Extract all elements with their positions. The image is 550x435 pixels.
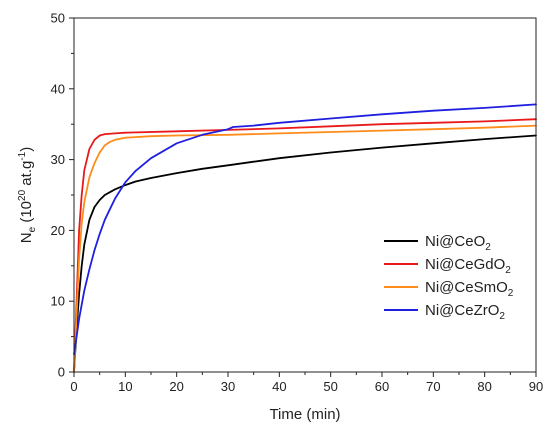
y-axis-label-unit: at.g bbox=[18, 161, 35, 190]
legend-label: Ni@CeSmO2 bbox=[425, 279, 514, 299]
x-tick-label: 40 bbox=[272, 379, 286, 394]
x-axis-label: Time (min) bbox=[269, 406, 340, 423]
y-axis-label-main: N bbox=[18, 232, 35, 243]
x-tick-label: 10 bbox=[118, 379, 132, 394]
series-line-3 bbox=[73, 124, 537, 373]
y-axis-label-sub: e bbox=[27, 226, 38, 232]
x-tick-label: 70 bbox=[426, 379, 440, 394]
series-line-4 bbox=[73, 103, 537, 356]
y-axis-label: Ne (1020 at.g-1) bbox=[17, 147, 38, 243]
y-tick-label: 10 bbox=[51, 294, 65, 309]
x-tick-label: 80 bbox=[477, 379, 491, 394]
y-axis-label-exp: 20 bbox=[17, 189, 28, 201]
series-line-2 bbox=[73, 118, 537, 373]
x-tick-label: 50 bbox=[323, 379, 337, 394]
x-tick-label: 30 bbox=[221, 379, 235, 394]
legend-label: Ni@CeO2 bbox=[425, 233, 491, 253]
series-layer bbox=[73, 103, 537, 373]
y-tick-label: 50 bbox=[51, 11, 65, 26]
x-tick-label: 90 bbox=[529, 379, 543, 394]
y-axis-label-unit-exp: -1 bbox=[17, 151, 28, 160]
x-tick-label: 60 bbox=[375, 379, 389, 394]
y-tick-label: 20 bbox=[51, 223, 65, 238]
x-tick-label: 0 bbox=[70, 379, 77, 394]
series-line-1 bbox=[73, 134, 537, 373]
y-axis-label-pre: (10 bbox=[18, 201, 35, 227]
ticks-layer: 0 10 20 30 40 50 60 70 80 90 0 10 20 30 40 50 bbox=[51, 11, 544, 395]
y-tick-label: 0 bbox=[58, 365, 65, 380]
y-axis-label-close: ) bbox=[18, 147, 35, 152]
y-tick-label: 40 bbox=[51, 81, 65, 96]
x-tick-label: 20 bbox=[169, 379, 183, 394]
legend: Ni@CeO2 Ni@CeGdO2 Ni@CeSmO2 Ni@CeZrO2 bbox=[384, 233, 514, 322]
legend-label: Ni@CeZrO2 bbox=[425, 302, 505, 322]
y-tick-label: 30 bbox=[51, 152, 65, 167]
legend-label: Ni@CeGdO2 bbox=[425, 256, 511, 276]
